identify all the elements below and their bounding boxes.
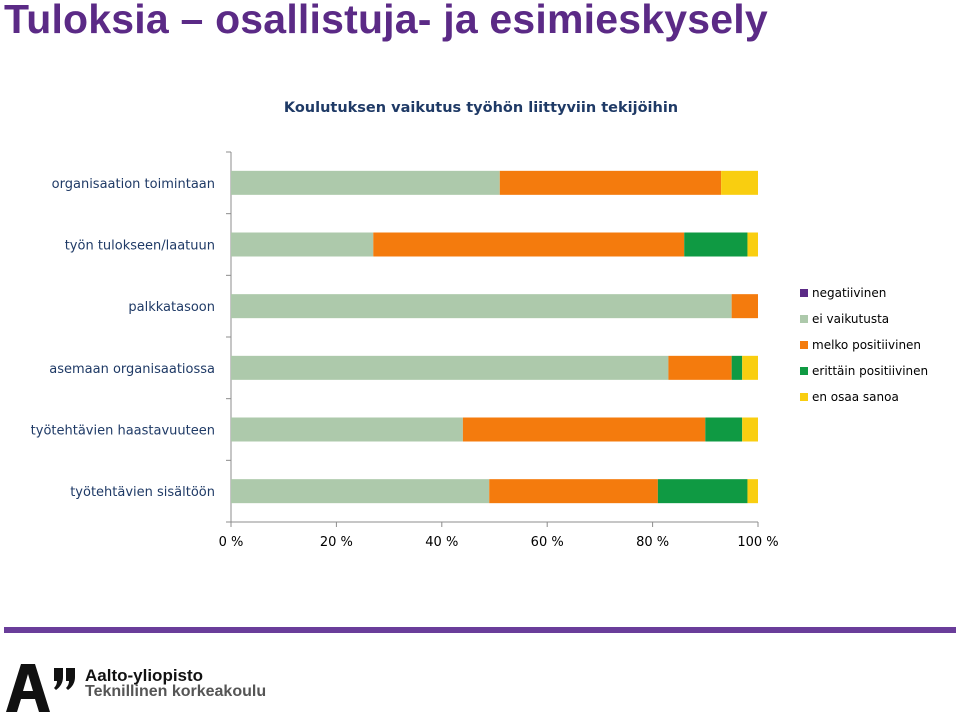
bar-segment [747,479,758,504]
bar-segment [231,479,490,504]
x-tick-labels: 0 % 20 % 40 % 60 % 80 % 100 % [219,535,779,550]
bar-segment [684,232,748,257]
legend-swatch [800,367,808,375]
legend-swatch [800,341,808,349]
x-tick-label: 40 % [425,535,458,550]
bar-segment [731,294,758,319]
category-label: työtehtävien haastavuuteen [31,424,215,439]
category-labels: organisaation toimintaan työn tulokseen/l… [31,177,215,500]
chart-title: Koulutuksen vaikutus työhön liittyviin t… [284,100,678,116]
stacked-bar-chart: Koulutuksen vaikutus työhön liittyviin t… [31,100,928,550]
x-tick-label: 60 % [531,535,564,550]
bar-segment [489,479,658,504]
aalto-logo [6,664,75,712]
category-label: organisaation toimintaan [52,177,215,192]
legend-swatch [800,315,808,323]
university-name: Aalto-yliopisto [85,666,204,685]
bar-segment [721,170,758,195]
bar-segment [231,355,669,380]
chart-axes [226,151,759,527]
bar-segment [747,232,758,257]
legend-label: en osaa sanoa [812,390,899,404]
legend-label: erittäin positiivinen [812,364,928,378]
school-name: Teknillinen korkeakoulu [85,683,267,700]
x-tick-label: 100 % [737,535,778,550]
bar-segment [462,417,706,442]
aalto-quote-mark-icon [54,668,75,690]
legend-label: ei vaikutusta [812,312,889,326]
bar-segment [231,170,500,195]
chart-legend: negatiivinen ei vaikutusta melko positiivi… [800,286,928,404]
category-label: palkkatasoon [128,300,215,315]
category-label: asemaan organisaatiossa [49,362,215,377]
legend-swatch [800,393,808,401]
bar-segment [705,417,743,442]
category-label: työn tulokseen/laatuun [65,239,215,254]
bar-segment [668,355,732,380]
x-tick-label: 20 % [320,535,353,550]
footer-divider [4,627,956,633]
bar-segment [373,232,685,257]
bar-segment [742,355,758,380]
x-tick-label: 0 % [219,535,244,550]
bar-segment [231,294,732,319]
aalto-a-mark-icon [6,664,50,712]
slide-title: Tuloksia – osallistuja- ja esimieskysely [4,0,768,42]
legend-swatch [800,289,808,297]
bar-segment [657,479,748,504]
x-tick-label: 80 % [636,535,669,550]
bar-segment [231,417,463,442]
bar-segment [742,417,758,442]
legend-label: negatiivinen [812,286,886,300]
chart-bars [231,170,758,504]
bar-segment [499,170,722,195]
legend-label: melko positiivinen [812,338,921,352]
category-label: työtehtävien sisältöön [70,485,215,500]
bar-segment [731,355,743,380]
bar-segment [231,232,374,257]
